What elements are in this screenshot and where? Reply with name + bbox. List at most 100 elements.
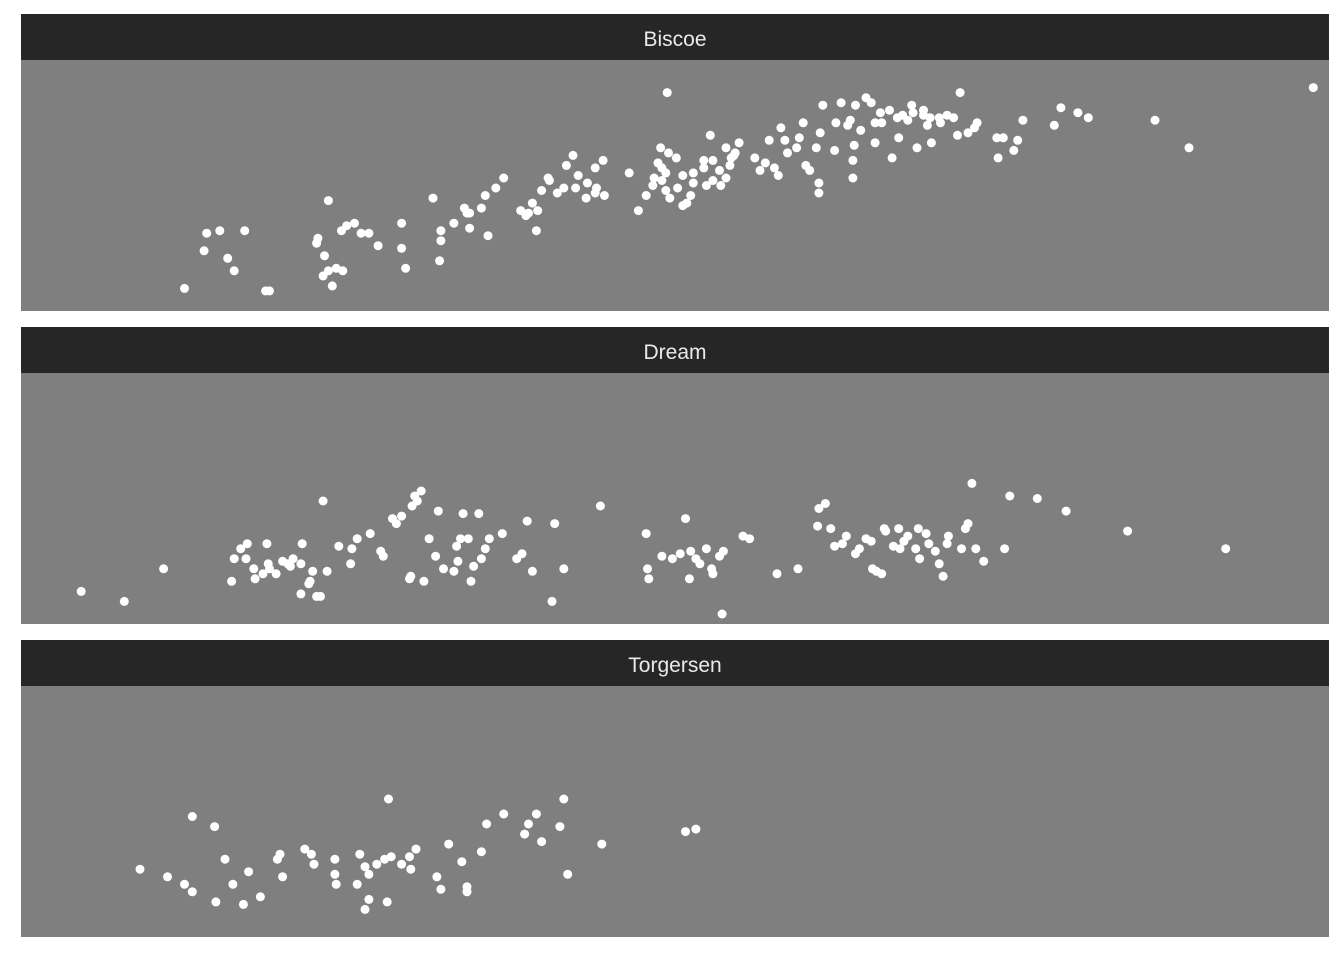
points-group-torgersen [135,794,701,914]
data-point-torgersen-50 [559,794,569,804]
data-point-dream-122 [943,531,953,541]
data-point-torgersen-35 [411,844,421,854]
data-point-dream-12 [258,569,268,579]
data-point-biscoe-98 [734,138,744,148]
data-point-torgersen-24 [360,862,370,872]
data-point-torgersen-41 [462,887,472,897]
data-point-biscoe-15 [327,281,337,291]
data-point-biscoe-115 [815,128,825,138]
data-point-biscoe-169 [780,135,790,145]
data-point-biscoe-164 [1083,113,1093,123]
data-point-dream-125 [960,524,970,534]
data-point-dream-87 [717,609,727,619]
data-point-biscoe-105 [776,123,786,133]
data-point-biscoe-5 [229,266,239,276]
data-point-torgersen-19 [331,879,341,889]
data-point-biscoe-170 [725,160,735,170]
data-point-dream-44 [412,496,422,506]
data-point-biscoe-19 [342,221,352,231]
data-point-biscoe-43 [524,208,533,218]
data-point-torgersen-25 [364,869,374,879]
data-point-biscoe-63 [624,168,634,178]
data-point-torgersen-38 [444,839,454,849]
data-point-biscoe-37 [480,191,490,200]
data-point-torgersen-30 [386,852,396,862]
data-point-biscoe-101 [760,158,770,168]
data-point-torgersen-10 [244,867,254,877]
data-point-biscoe-122 [849,140,859,150]
data-point-biscoe-66 [648,181,658,190]
data-point-biscoe-125 [856,125,866,135]
data-point-dream-38 [397,511,407,521]
data-point-torgersen-0 [135,864,145,874]
data-point-dream-60 [474,509,484,519]
data-point-biscoe-72 [665,193,675,203]
data-point-dream-73 [644,574,654,584]
data-point-torgersen-52 [597,839,607,849]
data-point-biscoe-50 [552,188,562,198]
data-point-torgersen-9 [238,899,248,909]
data-point-dream-2 [159,564,169,574]
data-point-biscoe-138 [907,100,917,110]
data-point-dream-115 [915,554,925,564]
data-point-biscoe-104 [773,171,783,180]
data-point-biscoe-1 [199,246,209,256]
data-point-torgersen-8 [228,879,238,889]
data-point-biscoe-118 [831,118,841,128]
data-point-dream-76 [675,549,685,559]
data-point-biscoe-128 [870,138,880,148]
data-point-dream-48 [433,506,443,516]
data-point-dream-54 [458,509,468,519]
data-point-torgersen-13 [275,849,285,859]
data-point-dream-40 [405,574,414,584]
data-point-dream-126 [967,478,977,488]
data-point-biscoe-53 [568,150,578,160]
data-point-biscoe-78 [671,153,681,163]
data-point-biscoe-155 [972,118,982,128]
facet-panel-torgersen: Torgersen [21,640,1329,937]
data-point-dream-28 [322,566,332,576]
data-point-dream-4 [229,554,239,564]
data-point-torgersen-39 [457,857,467,867]
data-point-torgersen-49 [555,822,565,832]
data-point-biscoe-87 [701,181,711,190]
data-point-torgersen-15 [300,844,310,854]
data-point-torgersen-17 [309,859,319,869]
data-point-torgersen-33 [405,852,414,862]
data-point-biscoe-55 [573,171,583,180]
data-point-dream-130 [1005,491,1015,501]
data-point-dream-74 [657,551,667,561]
data-point-biscoe-23 [373,241,383,251]
data-point-biscoe-80 [662,88,672,98]
data-point-biscoe-107 [792,143,802,153]
data-point-dream-109 [895,544,905,554]
data-point-biscoe-108 [794,133,804,143]
data-point-dream-90 [772,569,782,579]
data-point-biscoe-27 [428,193,438,203]
data-point-dream-5 [236,544,246,554]
data-point-torgersen-5 [210,822,220,832]
data-point-biscoe-88 [708,176,718,185]
data-point-dream-45 [419,576,429,586]
data-point-dream-77 [681,514,690,524]
data-point-biscoe-10 [312,238,322,248]
data-point-torgersen-14 [278,872,288,882]
data-point-dream-121 [938,571,948,581]
data-point-dream-113 [911,544,921,554]
data-point-biscoe-28 [435,256,445,266]
data-point-biscoe-131 [877,118,887,128]
data-point-dream-128 [979,556,989,566]
facet-strip-dream [21,327,1329,373]
data-point-biscoe-0 [180,283,189,293]
data-point-torgersen-27 [372,859,382,869]
data-point-dream-33 [365,529,375,539]
facet-strip-label-torgersen: Torgersen [628,654,721,677]
data-point-biscoe-73 [661,186,671,195]
data-point-dream-94 [820,499,830,508]
data-point-biscoe-75 [664,148,673,158]
data-point-biscoe-163 [1056,103,1066,113]
data-point-dream-67 [547,596,557,606]
data-point-biscoe-74 [661,168,671,178]
data-point-biscoe-44 [527,198,537,208]
data-point-biscoe-157 [993,153,1003,163]
